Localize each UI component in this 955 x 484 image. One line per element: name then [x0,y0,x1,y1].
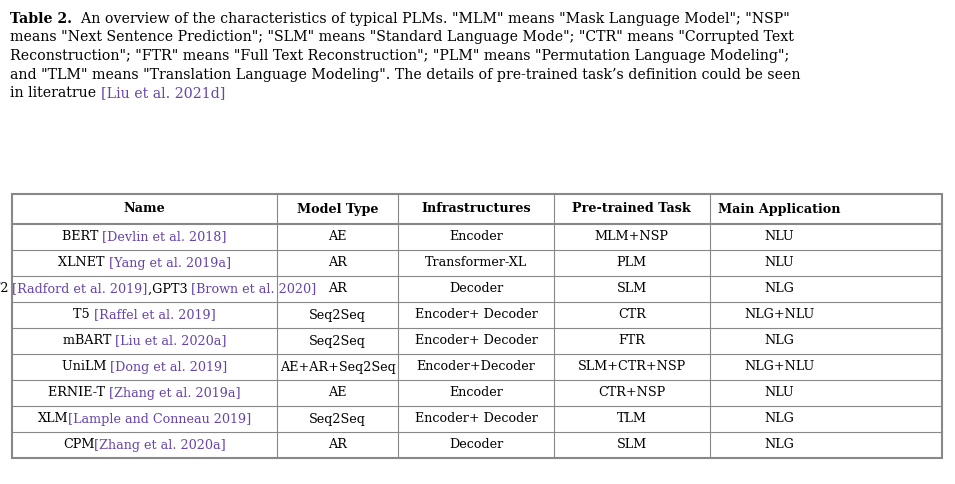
Text: Decoder: Decoder [449,283,503,296]
Text: Main Application: Main Application [718,202,840,215]
Text: NLG: NLG [764,283,795,296]
Text: AE: AE [329,230,347,243]
Text: Reconstruction"; "FTR" means "Full Text Reconstruction"; "PLM" means "Permutatio: Reconstruction"; "FTR" means "Full Text … [10,49,789,63]
Text: MLM+NSP: MLM+NSP [595,230,668,243]
Bar [12,194,942,458]
Text: An overview of the characteristics of typical PLMs. "MLM" means "Mask Language M: An overview of the characteristics of ty… [72,12,790,26]
Text: AR: AR [329,283,347,296]
Text: NLU: NLU [764,387,794,399]
Text: [Lample and Conneau 2019]: [Lample and Conneau 2019] [68,412,251,425]
Text: ,GPT3: ,GPT3 [147,283,191,296]
Text: [Zhang et al. 2019a]: [Zhang et al. 2019a] [109,387,241,399]
Text: SLM: SLM [617,283,647,296]
Text: AE: AE [329,387,347,399]
Text: in literatrue: in literatrue [10,86,100,100]
Text: Decoder: Decoder [449,439,503,452]
Text: Seq2Seq: Seq2Seq [309,334,366,348]
Text: NLU: NLU [764,230,794,243]
Text: [Liu et al. 2020a]: [Liu et al. 2020a] [115,334,226,348]
Text: NLG: NLG [764,439,795,452]
Text: Encoder+ Decoder: Encoder+ Decoder [414,334,538,348]
Text: XLM: XLM [37,412,68,425]
Text: NLG: NLG [764,334,795,348]
Text: Seq2Seq: Seq2Seq [309,308,366,321]
Text: AR: AR [329,439,347,452]
Text: SLM+CTR+NSP: SLM+CTR+NSP [578,361,686,374]
Text: means "Next Sentence Prediction"; "SLM" means "Standard Language Mode"; "CTR" me: means "Next Sentence Prediction"; "SLM" … [10,30,794,45]
Text: ERNIE-T: ERNIE-T [48,387,109,399]
Text: UniLM: UniLM [62,361,110,374]
Text: Name: Name [123,202,165,215]
Text: Table 2.: Table 2. [10,12,72,26]
Text: Seq2Seq: Seq2Seq [309,412,366,425]
Text: [Radford et al. 2019]: [Radford et al. 2019] [12,283,147,296]
Text: mBART: mBART [63,334,115,348]
Text: Encoder+ Decoder: Encoder+ Decoder [414,308,538,321]
Text: NLG+NLU: NLG+NLU [744,361,815,374]
Text: and "TLM" means "Translation Language Modeling". The details of pre-trained task: and "TLM" means "Translation Language Mo… [10,67,800,81]
Text: [Dong et al. 2019]: [Dong et al. 2019] [110,361,227,374]
Text: Encoder: Encoder [449,230,503,243]
Text: AE+AR+Seq2Seq: AE+AR+Seq2Seq [280,361,395,374]
Text: GPT2: GPT2 [0,283,12,296]
Text: Encoder+ Decoder: Encoder+ Decoder [414,412,538,425]
Text: [Brown et al. 2020]: [Brown et al. 2020] [191,283,316,296]
Text: NLU: NLU [764,257,794,270]
Text: CTR: CTR [618,308,646,321]
Text: NLG+NLU: NLG+NLU [744,308,815,321]
Text: SLM: SLM [617,439,647,452]
Text: [Raffel et al. 2019]: [Raffel et al. 2019] [94,308,216,321]
Text: Transformer-XL: Transformer-XL [425,257,527,270]
Text: CTR+NSP: CTR+NSP [598,387,666,399]
Text: [Liu et al. 2021d]: [Liu et al. 2021d] [100,86,225,100]
Text: Infrastructures: Infrastructures [421,202,531,215]
Text: CPM: CPM [63,439,95,452]
Text: Encoder+Decoder: Encoder+Decoder [416,361,536,374]
Text: TLM: TLM [617,412,647,425]
Text: FTR: FTR [619,334,646,348]
Text: Model Type: Model Type [297,202,378,215]
Text: T5: T5 [74,308,94,321]
Text: [Zhang et al. 2020a]: [Zhang et al. 2020a] [95,439,226,452]
Text: NLG: NLG [764,412,795,425]
Text: Pre-trained Task: Pre-trained Task [572,202,691,215]
Text: XLNET: XLNET [58,257,109,270]
Text: [Yang et al. 2019a]: [Yang et al. 2019a] [109,257,231,270]
Text: Encoder: Encoder [449,387,503,399]
Text: PLM: PLM [617,257,647,270]
Text: [Devlin et al. 2018]: [Devlin et al. 2018] [102,230,227,243]
Text: AR: AR [329,257,347,270]
Text: BERT: BERT [62,230,102,243]
